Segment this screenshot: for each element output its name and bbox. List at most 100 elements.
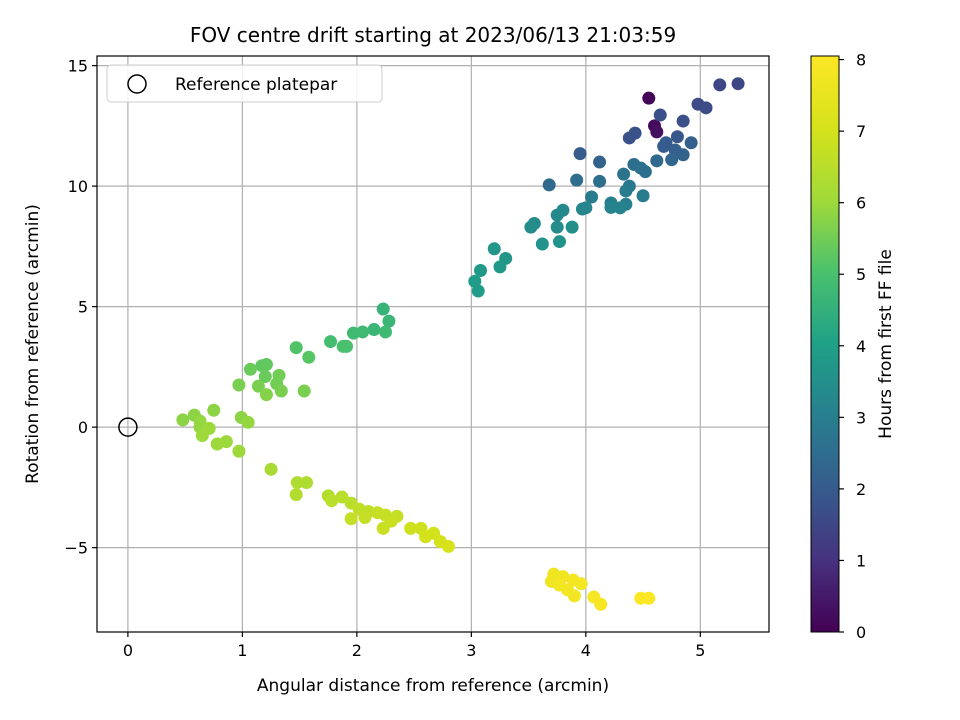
data-point: [553, 235, 567, 249]
data-point: [670, 130, 684, 144]
data-point: [207, 403, 221, 417]
data-point: [441, 539, 455, 553]
data-point: [259, 388, 273, 402]
data-point: [376, 302, 390, 316]
data-point: [542, 178, 556, 192]
data-point: [210, 437, 224, 451]
data-point: [487, 242, 501, 256]
y-tick-label: 0: [78, 418, 88, 437]
plot-frame: [96, 55, 770, 633]
colorbar-ticks: 0 1 2 3 4 5 6 7 8: [839, 51, 866, 642]
colorbar-tick-label: 7: [856, 122, 866, 141]
data-point: [650, 125, 664, 139]
data-point: [653, 108, 667, 122]
data-point: [619, 184, 633, 198]
data-point: [493, 260, 507, 274]
data-point: [324, 335, 338, 349]
reference-platepar-marker: [118, 417, 138, 437]
data-point: [344, 512, 358, 526]
data-point: [585, 190, 599, 204]
data-point: [335, 490, 349, 504]
data-point: [251, 379, 265, 393]
data-point: [713, 78, 727, 92]
data-point: [325, 494, 339, 508]
data-point: [258, 370, 272, 384]
data-point: [474, 263, 488, 277]
colorbar-tick-label: 5: [856, 265, 866, 284]
data-point: [570, 173, 584, 187]
data-point: [604, 200, 618, 214]
data-point: [382, 314, 396, 328]
colorbar-tick-label: 0: [856, 623, 866, 642]
data-point: [593, 155, 607, 169]
data-point: [259, 357, 273, 371]
data-point: [302, 350, 316, 364]
data-point: [594, 597, 608, 611]
colorbar-tick-label: 8: [856, 51, 866, 70]
data-point: [264, 462, 278, 476]
data-point: [404, 521, 418, 535]
data-point: [550, 208, 564, 222]
colorbar-tick-label: 6: [856, 194, 866, 213]
data-point: [593, 174, 607, 188]
data-point: [535, 237, 549, 251]
data-point: [650, 154, 664, 168]
data-point: [243, 362, 257, 376]
data-point: [232, 444, 246, 458]
data-point: [241, 415, 255, 429]
x-axis-label: Angular distance from reference (arcmin): [257, 676, 609, 696]
data-point: [617, 167, 631, 181]
legend-label: Reference platepar: [175, 75, 337, 95]
x-tick-label: 4: [581, 641, 591, 660]
data-point: [358, 511, 372, 525]
y-axis-label: Rotation from reference (arcmin): [23, 204, 43, 484]
legend-marker-icon: [127, 74, 147, 94]
data-point: [232, 378, 246, 392]
data-point: [642, 91, 656, 105]
data-point: [613, 201, 627, 215]
data-point: [195, 429, 209, 443]
x-tick-label: 3: [466, 641, 476, 660]
y-tick-label: −5: [64, 539, 88, 558]
data-point: [699, 101, 713, 115]
data-point: [636, 189, 650, 203]
data-point: [676, 148, 690, 162]
y-tick-label: 15: [68, 57, 88, 76]
data-point: [274, 384, 288, 398]
data-point: [731, 77, 745, 91]
data-point: [550, 220, 564, 234]
data-point: [573, 147, 587, 161]
data-point: [299, 476, 313, 490]
axis-ticks: 0 1 2 3 4 5 −5 0 5 10 15: [64, 57, 705, 660]
data-point: [622, 131, 636, 145]
colorbar: 0 1 2 3 4 5 6 7 8 Hours from first FF file: [810, 51, 896, 642]
x-tick-label: 1: [237, 641, 247, 660]
data-point: [419, 530, 433, 544]
colorbar-label: Hours from first FF file: [876, 249, 896, 439]
data-point: [665, 153, 679, 167]
y-tick-label: 5: [78, 298, 88, 317]
data-point: [684, 136, 698, 150]
data-point: [567, 589, 581, 603]
y-tick-label: 10: [68, 177, 88, 196]
x-tick-label: 0: [123, 641, 133, 660]
data-point: [638, 165, 652, 179]
legend-box: [106, 64, 383, 103]
data-point: [346, 326, 360, 340]
data-point: [289, 488, 303, 502]
data-point: [565, 220, 579, 234]
chart-title: FOV centre drift starting at 2023/06/13 …: [190, 23, 676, 47]
data-point: [524, 220, 538, 234]
data-point: [471, 284, 485, 298]
data-point: [676, 114, 690, 128]
data-point: [642, 591, 656, 605]
data-point: [289, 341, 303, 355]
colorbar-tick-label: 2: [856, 480, 866, 499]
data-point: [176, 413, 190, 427]
legend: Reference platepar: [106, 64, 383, 103]
data-point: [378, 325, 392, 339]
colorbar-tick-label: 1: [856, 551, 866, 570]
data-point: [290, 476, 304, 490]
